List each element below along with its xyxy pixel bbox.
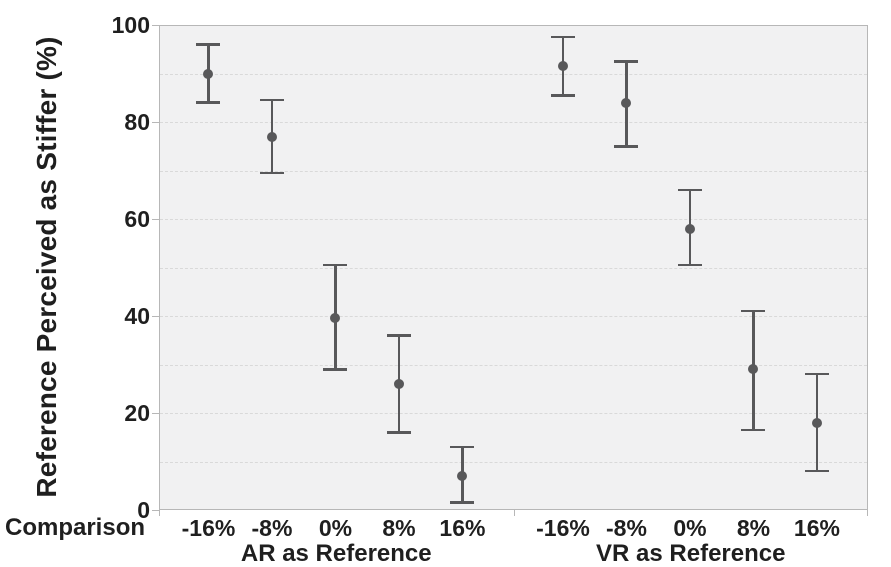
x-tick-label: 16% (439, 515, 486, 541)
gridline (160, 73, 867, 75)
error-bar-cap-top (741, 309, 766, 313)
error-bar-cap-top (450, 445, 475, 449)
y-tick-label: 20 (124, 400, 150, 426)
x-tick-label: -8% (251, 515, 293, 541)
error-bar-cap-bottom (196, 101, 221, 104)
x-axis-group-label: AR as Reference (240, 540, 432, 567)
y-tick-mark (152, 24, 159, 26)
x-axis-group-label: VR as Reference (596, 540, 786, 567)
error-bar-cap-top (614, 60, 639, 63)
error-bar-cap-top (804, 372, 829, 376)
error-bar-cap-bottom (259, 171, 284, 175)
data-point (330, 313, 341, 324)
y-tick-mark (152, 121, 159, 123)
error-bar-cap-bottom (386, 431, 411, 434)
x-axis-boundary-tick (867, 510, 868, 516)
data-point (266, 131, 277, 142)
y-tick-mark (152, 412, 159, 414)
x-tick-label: 16% (793, 515, 840, 541)
gridline (160, 267, 867, 269)
y-axis-title: Reference Perceived as Stiffer (%) (31, 36, 62, 498)
y-tick-label: 100 (111, 12, 150, 38)
data-point (684, 223, 695, 234)
gridline (160, 219, 867, 220)
plot-area (159, 25, 868, 510)
error-bar-cap-bottom (550, 94, 575, 97)
error-bar-cap-top (550, 35, 575, 39)
x-tick-label: 0% (318, 515, 353, 541)
error-bar-cap-bottom (450, 501, 475, 504)
data-point (748, 364, 759, 375)
y-tick-label: 60 (124, 206, 150, 232)
x-axis-boundary-tick (159, 510, 160, 516)
data-point (203, 68, 214, 79)
gridline (160, 461, 867, 463)
data-point (557, 61, 568, 72)
y-tick-label: 80 (124, 109, 150, 135)
x-tick-label: 8% (736, 515, 771, 541)
y-tick-label: 40 (124, 303, 150, 329)
data-point (393, 378, 404, 389)
error-bar-cap-bottom (677, 263, 702, 267)
y-tick-label: 0 (137, 497, 150, 523)
x-axis-boundary-tick (513, 510, 515, 516)
error-bar-cap-bottom (614, 145, 639, 148)
gridline (160, 413, 867, 414)
data-point (457, 471, 468, 482)
y-tick-mark (152, 509, 159, 511)
error-bar-cap-bottom (323, 368, 348, 371)
error-bar-cap-top (323, 263, 348, 267)
gridline (160, 170, 867, 172)
error-bar-cap-top (677, 188, 702, 192)
data-point (811, 417, 822, 428)
gridline (160, 122, 867, 123)
gridline (160, 364, 867, 366)
x-tick-label: 0% (673, 515, 707, 541)
y-tick-mark (152, 315, 159, 317)
y-tick-mark (152, 218, 159, 220)
data-point (621, 97, 632, 108)
gridline (160, 316, 867, 317)
error-bar-cap-bottom (741, 428, 766, 432)
error-bar-cap-top (386, 334, 411, 337)
x-tick-label: -8% (606, 515, 647, 541)
error-bar-cap-top (259, 98, 284, 102)
x-tick-label: -16% (536, 515, 590, 541)
x-tick-label: 8% (382, 515, 416, 541)
error-bar-cap-top (196, 43, 221, 46)
x-axis-title-comparison: Comparison (5, 514, 146, 541)
x-tick-label: -16% (181, 515, 236, 541)
error-bar-cap-bottom (804, 469, 829, 473)
